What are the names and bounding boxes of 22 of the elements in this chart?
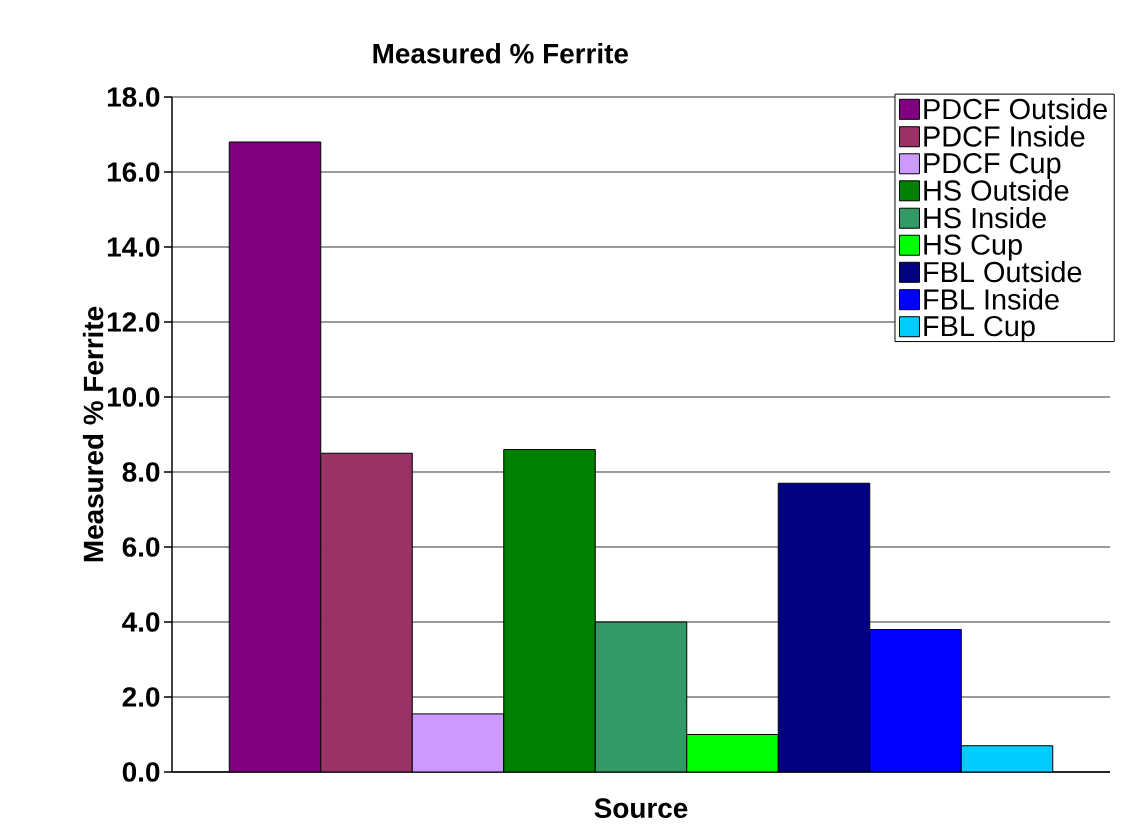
legend-label: FBL Outside (924, 261, 1082, 283)
legend-label: HS Cup (924, 234, 1022, 261)
legend-label: PDCF Inside (924, 125, 1085, 147)
legend-label: PDCF Cup (924, 152, 1061, 180)
y-tick-label: 8.0 (122, 462, 160, 482)
legend-label: FBL Cup (924, 315, 1035, 343)
y-tick-label: 16.0 (107, 162, 160, 182)
legend-label: HS Outside (924, 179, 1069, 201)
legend-label: HS Inside (924, 207, 1046, 229)
y-tick-label: 2.0 (122, 687, 160, 707)
y-tick-label: 10.0 (107, 387, 160, 407)
x-axis-title: Source (594, 798, 688, 819)
legend-label: FBL Inside (924, 288, 1059, 310)
y-tick-label: 14.0 (107, 237, 160, 257)
legend-label: PDCF Outside (924, 98, 1107, 120)
y-tick-label: 12.0 (107, 312, 160, 332)
y-tick-label: 6.0 (122, 537, 160, 557)
y-tick-label: 0.0 (122, 762, 160, 782)
chart-title: Measured % Ferrite (373, 43, 628, 64)
y-axis-title: Measured % Ferrite (82, 306, 104, 562)
y-tick-label: 18.0 (107, 87, 160, 107)
y-tick-label: 4.0 (122, 612, 160, 632)
